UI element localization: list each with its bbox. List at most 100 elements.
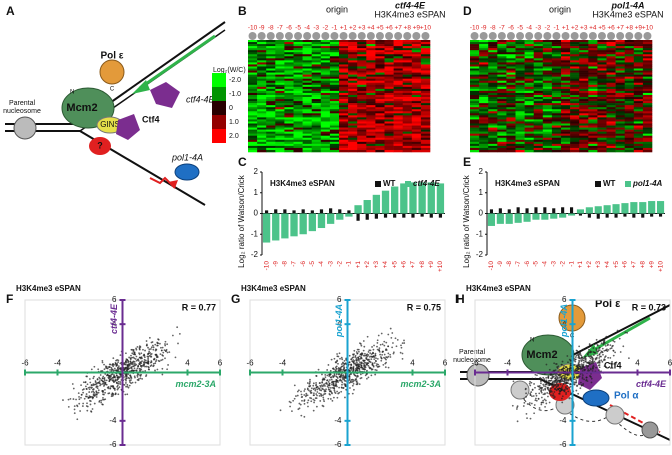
heat-cell <box>624 117 635 120</box>
point <box>338 352 341 355</box>
heat-cell <box>479 60 489 63</box>
heat-cell <box>570 80 580 84</box>
heat-cell <box>257 62 267 65</box>
heat-cell <box>402 119 413 122</box>
point <box>298 407 301 410</box>
heat-cell <box>606 123 616 126</box>
heat-cell <box>275 82 285 86</box>
point <box>322 377 325 380</box>
point <box>365 357 368 360</box>
bar <box>489 209 494 214</box>
point <box>350 358 353 360</box>
point <box>545 376 548 379</box>
point <box>315 397 318 399</box>
heat-cell <box>393 107 403 110</box>
point <box>367 376 370 379</box>
heat-cell <box>320 84 331 88</box>
point <box>551 394 554 397</box>
heat-cell <box>329 125 340 128</box>
point <box>557 373 559 376</box>
heat-cell <box>411 66 422 69</box>
heat-cell <box>606 70 616 73</box>
heat-cell <box>339 99 349 102</box>
heat-cell <box>366 54 376 57</box>
point <box>343 383 346 385</box>
point <box>538 392 541 395</box>
point <box>567 379 570 382</box>
heat-cell <box>506 84 516 88</box>
position-label: -2 <box>544 25 550 32</box>
point <box>89 386 91 389</box>
heat-cell <box>479 125 489 128</box>
point <box>353 349 356 352</box>
point <box>589 367 592 370</box>
point <box>598 361 601 364</box>
heat-cell <box>579 127 589 130</box>
legend-label: ctf4-4E <box>413 179 440 188</box>
heat-cell <box>302 54 312 57</box>
heat-cell <box>420 86 431 90</box>
heat-cell <box>411 56 422 59</box>
y-tick-label: -4 <box>109 416 117 425</box>
heat-cell <box>384 107 394 110</box>
heat-cell <box>248 145 258 149</box>
point <box>336 379 339 382</box>
point <box>144 370 147 372</box>
x-tick-label: -8 <box>282 261 289 267</box>
heat-cell <box>275 70 285 73</box>
heat-cell <box>642 105 653 108</box>
heat-cell <box>633 123 644 126</box>
point <box>90 410 92 413</box>
point <box>525 395 527 398</box>
point <box>390 336 393 339</box>
point <box>340 368 343 371</box>
heat-cell <box>551 60 562 63</box>
x-axis-label: mcm2-3A <box>400 379 441 389</box>
point <box>592 347 595 349</box>
heat-cell <box>293 82 303 86</box>
heat-cell <box>329 147 340 151</box>
heat-cell <box>488 64 498 67</box>
x-tick-label: +2 <box>586 261 593 269</box>
point <box>340 386 343 389</box>
point <box>77 392 80 395</box>
point <box>91 386 93 389</box>
heat-cell <box>642 125 653 128</box>
heat-cell <box>357 82 367 86</box>
heat-cell <box>284 84 294 88</box>
heat-cell <box>357 44 367 47</box>
heat-cell <box>497 70 507 73</box>
heat-cell <box>479 80 489 84</box>
heat-cell <box>624 133 635 137</box>
heat-cell <box>302 137 312 141</box>
heat-cell <box>329 103 340 106</box>
point <box>360 366 362 369</box>
heat-cell <box>470 62 480 65</box>
point <box>581 357 584 360</box>
heat-cell <box>470 125 480 128</box>
heat-cell <box>588 97 598 100</box>
point <box>150 355 153 358</box>
heat-cell <box>570 84 580 88</box>
point <box>588 362 590 365</box>
heat-cell <box>257 125 267 128</box>
heat-cell <box>320 80 331 84</box>
point <box>588 348 590 351</box>
heat-cell <box>384 42 394 45</box>
point <box>344 396 346 399</box>
point <box>578 357 581 359</box>
heat-cell <box>320 40 331 43</box>
point <box>535 392 537 395</box>
heat-cell <box>357 143 367 147</box>
heat-cell <box>479 139 489 143</box>
heat-cell <box>488 66 498 69</box>
point <box>317 368 320 371</box>
heat-cell <box>615 52 625 55</box>
heat-cell <box>506 125 516 128</box>
x-tick-label: -5 <box>533 261 540 267</box>
heat-cell <box>339 52 349 55</box>
heat-cell <box>579 64 589 67</box>
heat-cell <box>266 107 276 110</box>
heat-cell <box>515 123 525 126</box>
heat-cell <box>497 62 507 65</box>
